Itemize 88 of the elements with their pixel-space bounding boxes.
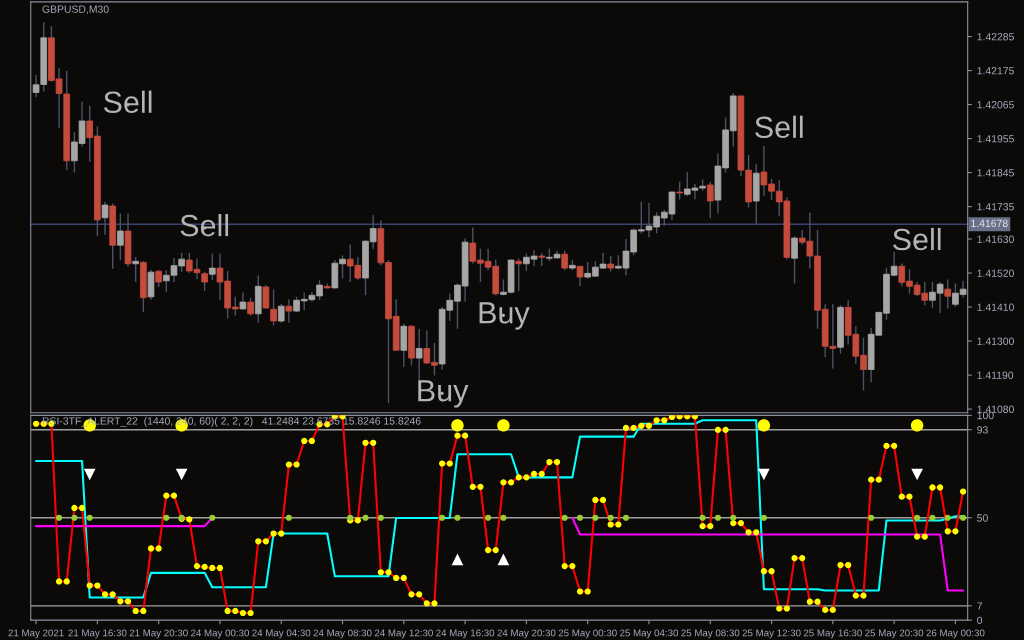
x-tick-label: 21 May 20:30 [129,629,188,639]
candlestick [208,252,216,281]
point [175,468,188,481]
y-tick-label: 1.42285 [977,33,1014,41]
candlestick [415,328,423,382]
point [86,514,93,521]
point [911,468,923,481]
point [622,514,630,521]
x-tick-label: 25 May 08:30 [681,629,740,639]
y-tick-label: 1.41630 [977,235,1014,243]
candlestick [117,212,124,261]
point [439,514,446,521]
candlestick [201,271,208,292]
y-tick-label: 1.41520 [977,269,1014,277]
point [592,514,599,521]
x-tick-label: 26 May 00:30 [926,629,985,639]
point [362,514,369,521]
candlestick [944,278,952,310]
point [929,514,936,521]
point [55,514,63,521]
point [451,553,464,566]
y-tick-label: 100 [977,411,994,420]
x-tick-label: 24 May 00:30 [190,629,250,639]
y-tick-label: 1.41190 [977,371,1014,379]
x-tick-label: 24 May 08:30 [313,629,372,639]
x-tick-label: 25 May 20:30 [865,629,924,639]
point [163,514,170,521]
point [760,514,767,521]
point [377,514,384,521]
point [500,514,507,521]
point [83,468,96,481]
chart-title: GBPUSD,M30 [42,5,109,15]
y-tick-label: 1.41845 [977,169,1014,177]
x-tick-label: 21 May 16:30 [68,629,127,639]
y-tick-label: 1.41410 [977,303,1014,311]
y-tick-label: 1.41080 [977,405,1014,413]
ref-line-label: 1.41678 [971,219,1008,228]
y-tick-label: 1.42175 [977,67,1014,75]
candlestick [101,200,109,236]
candlestick [270,288,277,327]
candlestick [285,298,293,324]
y-tick-label: 50 [977,514,988,522]
data-label: Buy [479,302,530,330]
candlestick [791,235,798,285]
candlestick [576,265,584,288]
candlestick [561,250,569,271]
point [714,514,722,521]
candlestick [515,257,523,292]
point [285,514,293,521]
x-tick-label: 25 May 12:30 [742,629,801,639]
point [758,468,770,481]
point [914,514,921,521]
point [868,514,875,521]
data-label: Sell [893,227,941,251]
point [730,514,737,521]
y-tick-label: 1.41300 [977,337,1014,345]
point [209,514,216,521]
y-tick-label: 1.41735 [977,203,1014,211]
point [576,514,584,521]
y-tick-label: 1.42065 [977,101,1014,109]
x-tick-label: 21 May 2021 [8,629,64,639]
data-label: Sell [103,90,152,114]
x-tick-label: 25 May 00:30 [558,629,617,639]
x-tick-label: 24 May 04:30 [252,629,311,639]
data-label: Buy [418,380,469,408]
x-tick-label: 25 May 04:30 [620,629,679,639]
point [699,514,706,521]
candlestick [277,302,285,324]
y-tick-label: 1.41955 [977,135,1014,143]
candlestick [132,256,140,283]
point [561,514,568,521]
x-tick-label: 24 May 20:30 [497,629,556,639]
y-tick-label: 7 [977,602,982,610]
candlestick [262,284,270,310]
y-tick-label: 93 [977,426,988,434]
x-tick-label: 24 May 16:30 [436,629,495,639]
point [71,514,78,521]
x-tick-label: 24 May 12:30 [374,629,433,639]
point [959,514,967,521]
point [607,514,614,521]
point [454,514,461,521]
data-label: Sell [755,115,803,139]
point [497,553,510,566]
x-tick-label: 25 May 16:30 [803,629,862,639]
candlestick [706,181,714,220]
point [484,514,492,521]
point [944,514,951,521]
y-tick-label: 0 [977,616,983,625]
